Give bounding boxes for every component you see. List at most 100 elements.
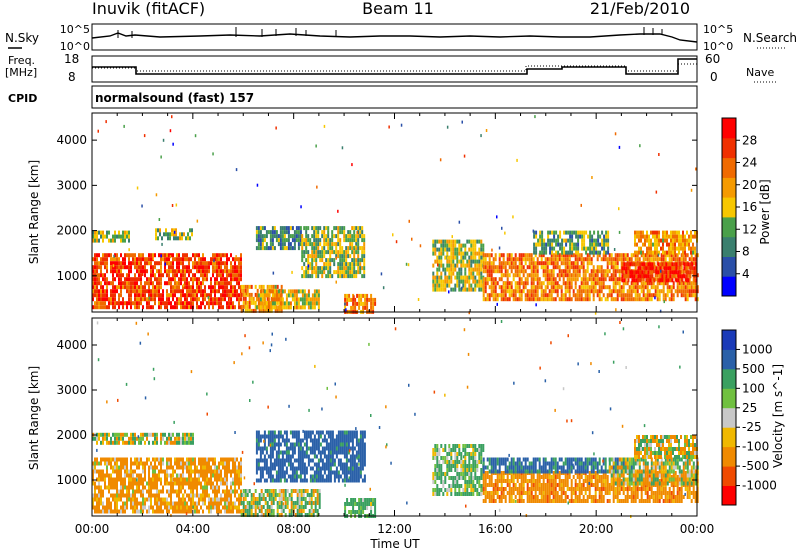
heatmap-cell [116, 477, 118, 482]
heatmap-cell [303, 289, 306, 294]
heatmap-cell [240, 489, 242, 494]
heatmap-cell [553, 230, 556, 235]
heatmap-cell [626, 293, 629, 298]
heatmap-cell [306, 493, 309, 497]
heatmap-cell [568, 273, 571, 278]
heatmap-cell [303, 466, 306, 471]
heatmap-cell [196, 261, 198, 266]
heatmap-cell [172, 489, 174, 494]
heatmap-cell [168, 253, 170, 258]
heatmap-cell [456, 279, 459, 284]
heatmap-cell [341, 250, 344, 255]
heatmap-cell [488, 261, 491, 266]
heatmap-cell [98, 301, 100, 306]
heatmap-cell [136, 465, 138, 470]
heatmap-cell [478, 259, 481, 264]
colorbar-tick-label: 12 [742, 222, 757, 236]
heatmap-cell [290, 497, 293, 501]
heatmap-cell [644, 242, 646, 247]
heatmap-cell [142, 273, 144, 276]
heatmap-cell [112, 457, 114, 462]
heatmap-cell [540, 281, 543, 286]
heatmap-cell [289, 246, 292, 251]
heatmap-cell [168, 281, 170, 286]
heatmap-cell [262, 304, 265, 309]
heatmap-cell [266, 513, 269, 517]
heatmap-cell [584, 277, 587, 282]
heatmap-cell [194, 293, 196, 298]
heatmap-cell [100, 257, 102, 262]
heatmap-cell [564, 273, 567, 278]
heatmap-cell [494, 289, 497, 294]
heatmap-cell [263, 458, 266, 463]
heatmap-cell [533, 234, 536, 239]
heatmap-cell [614, 261, 617, 266]
heatmap-cell [124, 238, 126, 243]
heatmap-cell [170, 305, 172, 310]
heatmap-cell [569, 246, 572, 251]
heatmap-cell [188, 273, 190, 278]
heatmap-cell [257, 438, 260, 443]
heatmap-cell [506, 257, 509, 262]
heatmap-cell [486, 265, 489, 270]
heatmap-cell [327, 274, 330, 279]
heatmap-cell [122, 265, 124, 270]
heatmap-cell [343, 274, 346, 279]
heatmap-cell [114, 477, 116, 482]
heatmap-cell [284, 505, 287, 509]
heatmap-cell [168, 436, 170, 441]
heatmap-cell [144, 257, 146, 262]
heatmap-cell [303, 301, 306, 306]
heatmap-cell [440, 263, 443, 268]
heatmap-cell [315, 446, 318, 451]
noise-left-tick-low: 10^0 [60, 40, 90, 53]
heatmap-cell [224, 477, 226, 482]
heatmap-cell [307, 262, 310, 267]
heatmap-cell [176, 269, 178, 274]
heatmap-cell [309, 474, 312, 479]
heatmap-cell [259, 230, 262, 235]
heatmap-cell [173, 230, 176, 234]
heatmap-cell [122, 234, 124, 239]
heatmap-cell [202, 289, 204, 294]
heatmap-cell [168, 457, 170, 462]
heatmap-cell [287, 242, 290, 247]
heatmap-cell [452, 271, 455, 276]
heatmap-cell [263, 305, 266, 310]
heatmap-cell [498, 277, 501, 282]
heatmap-cell [656, 273, 659, 278]
heatmap-cell [167, 232, 169, 237]
heatmap-cell [94, 253, 96, 258]
heatmap-cell [311, 262, 314, 267]
heatmap-cell [315, 430, 318, 435]
heatmap-cell [176, 440, 178, 445]
heatmap-cell [670, 289, 673, 294]
heatmap-cell [176, 301, 178, 306]
heatmap-cell [522, 269, 525, 274]
heatmap-cell [351, 258, 354, 263]
heatmap-cell [351, 226, 354, 231]
heatmap-cell [108, 461, 110, 466]
heatmap-cell [664, 281, 667, 286]
heatmap-cell [218, 265, 220, 270]
heatmap-cell [186, 440, 188, 445]
heatmap-cell [110, 501, 112, 506]
heatmap-cell [536, 293, 539, 298]
heatmap-cell [480, 267, 483, 272]
heatmap-cell [448, 283, 451, 288]
heatmap-cell [444, 275, 447, 280]
heatmap-cell [212, 305, 214, 310]
heatmap-cell [156, 440, 158, 445]
heatmap-cell [550, 257, 553, 262]
heatmap-cell [100, 261, 102, 266]
heatmap-cell [674, 246, 676, 251]
heatmap-cell [178, 501, 180, 506]
heatmap-cell [307, 301, 310, 306]
heatmap-cell [553, 234, 556, 239]
heatmap-cell [144, 285, 146, 290]
heatmap-cell [301, 438, 304, 443]
heatmap-cell [171, 204, 174, 207]
heatmap-cell [100, 269, 102, 274]
heatmap-cell [160, 261, 162, 266]
heatmap-cell [670, 253, 673, 258]
